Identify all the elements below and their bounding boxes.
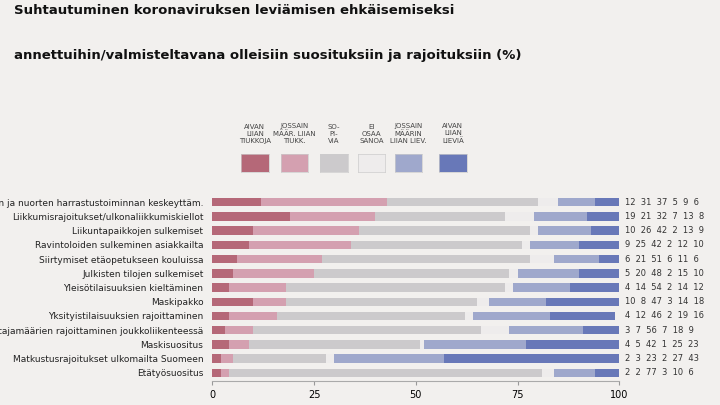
Bar — [542, 369, 554, 377]
Bar — [538, 226, 590, 235]
Bar — [249, 241, 351, 249]
Bar — [212, 212, 289, 221]
Bar — [579, 241, 619, 249]
Bar — [473, 312, 550, 320]
Bar — [229, 369, 542, 377]
Text: JOSSAIN
MÄÄRIN
LIIAN LIEV.: JOSSAIN MÄÄRIN LIIAN LIEV. — [390, 123, 426, 144]
Bar — [229, 283, 286, 292]
Bar — [546, 298, 619, 306]
Bar — [334, 354, 444, 363]
Bar — [212, 354, 220, 363]
Bar — [582, 326, 619, 335]
Bar — [212, 198, 261, 207]
Bar — [212, 312, 229, 320]
Bar — [590, 226, 627, 235]
Bar — [286, 283, 505, 292]
Bar — [595, 198, 619, 207]
Bar — [513, 283, 570, 292]
Bar — [277, 312, 464, 320]
Text: AIVAN
LIIAN
TIUKKOJA: AIVAN LIIAN TIUKKOJA — [239, 124, 271, 144]
Bar — [526, 340, 619, 349]
Bar — [505, 212, 534, 221]
Bar — [229, 312, 277, 320]
Text: SO-
PI-
VIA: SO- PI- VIA — [328, 124, 341, 144]
Text: 9  25  42  2  12  10: 9 25 42 2 12 10 — [625, 241, 704, 249]
Bar — [599, 255, 624, 263]
Text: 12  31  37  5  9  6: 12 31 37 5 9 6 — [625, 198, 699, 207]
Bar — [237, 255, 323, 263]
Bar — [326, 354, 334, 363]
Bar — [351, 241, 521, 249]
Bar — [538, 198, 558, 207]
Bar — [359, 226, 530, 235]
Bar — [220, 369, 229, 377]
Bar — [481, 326, 509, 335]
Text: Suhtautuminen koronaviruksen leviämisen ehkäisemiseksi: Suhtautuminen koronaviruksen leviämisen … — [14, 4, 455, 17]
Text: annettuihin/valmisteltavana olleisiin suosituksiin ja rajoituksiin (%): annettuihin/valmisteltavana olleisiin su… — [14, 49, 522, 62]
Bar — [558, 198, 595, 207]
Bar — [253, 298, 286, 306]
Bar — [323, 255, 530, 263]
Bar — [387, 198, 538, 207]
Text: 4  12  46  2  19  16: 4 12 46 2 19 16 — [625, 311, 704, 320]
Bar — [261, 198, 387, 207]
Bar — [212, 326, 225, 335]
Bar — [314, 269, 509, 277]
Text: 6  21  51  6  11  6: 6 21 51 6 11 6 — [625, 255, 699, 264]
Bar — [249, 340, 420, 349]
Bar — [579, 269, 619, 277]
Text: 5  20  48  2  15  10: 5 20 48 2 15 10 — [625, 269, 704, 278]
Bar — [521, 241, 530, 249]
Text: 10  8  47  3  14  18: 10 8 47 3 14 18 — [625, 297, 705, 306]
Bar — [489, 298, 546, 306]
Bar — [550, 312, 615, 320]
Bar — [212, 241, 249, 249]
Bar — [505, 283, 513, 292]
Bar — [225, 326, 253, 335]
Bar — [530, 255, 554, 263]
Bar — [212, 283, 229, 292]
Text: JOSSAIN
MÄÄR. LIIAN
TIUKK.: JOSSAIN MÄÄR. LIIAN TIUKK. — [273, 123, 316, 144]
Bar — [518, 269, 579, 277]
Bar — [220, 354, 233, 363]
Text: 19  21  32  7  13  8: 19 21 32 7 13 8 — [625, 212, 705, 221]
Text: 3  7  56  7  18  9: 3 7 56 7 18 9 — [625, 326, 694, 335]
Bar — [595, 369, 619, 377]
Bar — [253, 326, 481, 335]
Bar — [587, 212, 619, 221]
Text: AIVAN
LIIAN
LIEVIÄ: AIVAN LIIAN LIEVIÄ — [442, 123, 464, 144]
Bar — [229, 340, 249, 349]
Bar — [554, 369, 595, 377]
Bar — [212, 269, 233, 277]
Bar — [375, 212, 505, 221]
Bar — [509, 326, 582, 335]
Bar — [212, 369, 220, 377]
Text: 10  26  42  2  13  9: 10 26 42 2 13 9 — [625, 226, 704, 235]
Bar — [530, 226, 538, 235]
Bar — [509, 269, 518, 277]
Text: 4  14  54  2  14  12: 4 14 54 2 14 12 — [625, 283, 704, 292]
Bar — [530, 241, 579, 249]
Bar — [477, 298, 489, 306]
Text: EI
OSAA
SANOA: EI OSAA SANOA — [359, 124, 384, 144]
Bar — [420, 340, 424, 349]
Text: 2  3  23  2  27  43: 2 3 23 2 27 43 — [625, 354, 699, 363]
Bar — [554, 255, 599, 263]
Bar — [286, 298, 477, 306]
Bar — [253, 226, 359, 235]
Bar — [570, 283, 619, 292]
Bar — [233, 354, 326, 363]
Bar — [424, 340, 526, 349]
Text: 2  2  77  3  10  6: 2 2 77 3 10 6 — [625, 369, 694, 377]
Bar — [444, 354, 619, 363]
Bar — [212, 298, 253, 306]
Bar — [289, 212, 375, 221]
Bar — [534, 212, 587, 221]
Bar — [212, 340, 229, 349]
Bar — [212, 255, 237, 263]
Bar — [212, 226, 253, 235]
Bar — [233, 269, 314, 277]
Bar — [464, 312, 473, 320]
Text: 4  5  42  1  25  23: 4 5 42 1 25 23 — [625, 340, 699, 349]
